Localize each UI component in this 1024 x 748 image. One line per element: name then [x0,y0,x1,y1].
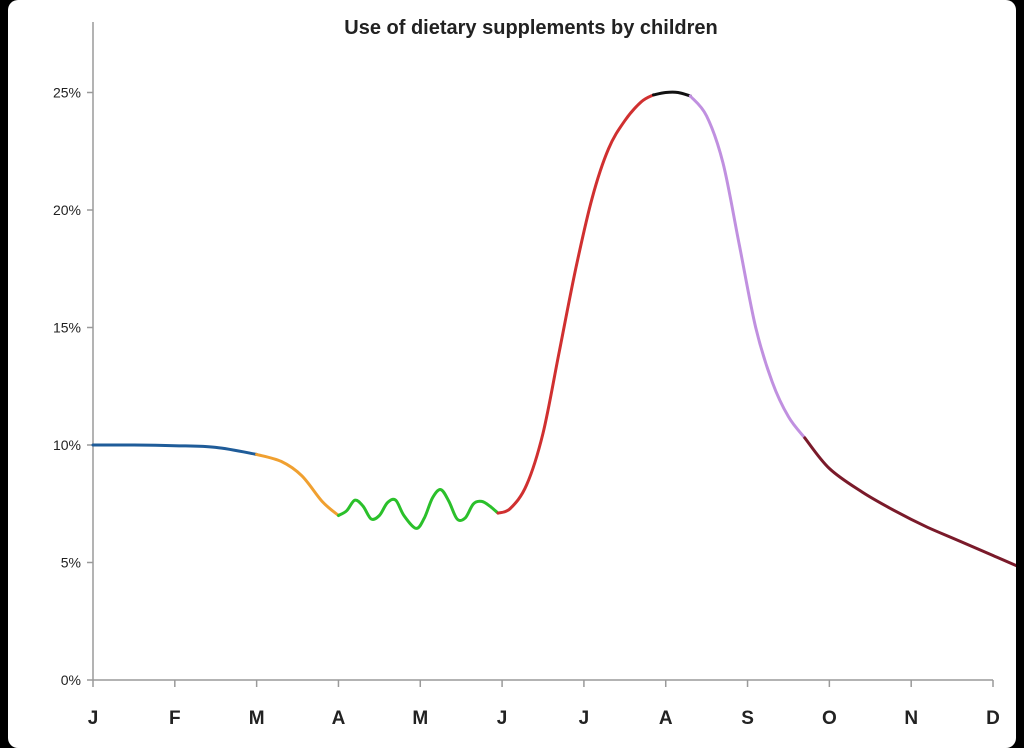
x-tick-label: M [249,708,265,729]
x-tick-label: M [412,708,428,729]
x-tick-label: D [986,708,1000,729]
x-tick-label: J [497,708,508,729]
y-tick-label: 15% [53,320,81,336]
x-tick-label: O [822,708,837,729]
x-tick-label: S [741,708,754,729]
axes: 0% 5% 10% 15% 20% 25% J F M A M J J A S O N D [53,22,1000,729]
y-tick-label: 25% [53,85,81,101]
y-tick-label: 5% [61,555,81,571]
series-line-segment-1 [91,443,259,456]
x-tick-label: J [579,708,590,729]
x-tick-label: J [88,708,99,729]
series-line-segment-3 [337,488,500,530]
x-tick-label: A [332,708,346,729]
x-tick-label: A [659,708,673,729]
x-tick-label: N [904,708,918,729]
series-line-segment-7 [803,436,1016,568]
chart-frame: Use of dietary supplements by children 0… [8,0,1016,748]
line-chart: Use of dietary supplements by children 0… [53,17,1016,729]
series-line-segment-2 [255,452,340,517]
series-line-segment-5 [652,90,692,98]
series-line-segment-6 [688,94,807,440]
y-tick-label: 20% [53,202,81,218]
y-tick-label: 10% [53,437,81,453]
series-group [91,90,1016,568]
series-line-segment-4 [496,93,655,515]
chart-title: Use of dietary supplements by children [344,17,717,39]
x-tick-label: F [169,708,181,729]
y-tick-label: 0% [61,672,81,688]
